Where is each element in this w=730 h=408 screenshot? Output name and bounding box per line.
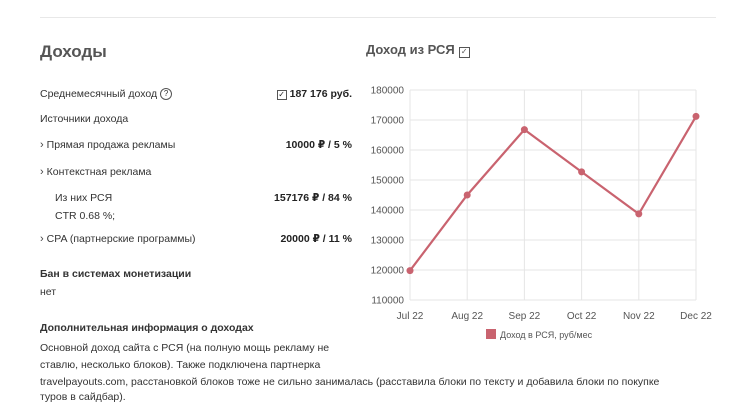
data-point <box>406 267 414 275</box>
cpa-value: 20000 ₽ / 11 % <box>280 233 352 245</box>
x-tick-label: Jul 22 <box>397 311 424 322</box>
y-tick-label: 170000 <box>371 116 405 127</box>
rsya-value: 157176 ₽ / 84 % <box>274 192 352 204</box>
x-tick-label: Aug 22 <box>451 311 483 322</box>
chart-title-text: Доход из РСЯ <box>366 42 455 57</box>
y-tick-label: 130000 <box>371 236 405 247</box>
chevron-right-icon[interactable]: › <box>40 233 44 245</box>
cpa-label: CPA (партнерские программы) <box>46 233 196 245</box>
y-tick-label: 150000 <box>371 176 405 187</box>
data-point <box>635 210 643 218</box>
context-ads-label: Контекстная реклама <box>46 166 152 178</box>
chevron-right-icon[interactable]: › <box>40 166 44 178</box>
y-tick-label: 140000 <box>371 206 405 217</box>
chart-title: Доход из РСЯ ✓ <box>366 42 470 58</box>
income-title: Доходы <box>40 42 107 61</box>
legend-swatch <box>486 329 496 339</box>
y-tick-label: 120000 <box>371 266 405 277</box>
sources-row: Источники дохода <box>40 113 352 125</box>
avg-income-amount: 187 176 руб. <box>289 88 352 100</box>
ban-heading: Бан в системах монетизации <box>40 268 192 280</box>
direct-sales-value: 10000 ₽ / 5 % <box>285 139 352 151</box>
context-ads-row[interactable]: › Контекстная реклама <box>40 166 352 178</box>
direct-sales-label: Прямая продажа рекламы <box>46 139 176 151</box>
avg-income-value: ✓ 187 176 руб. <box>276 88 352 100</box>
extra-info-line-2: ставлю, несколько блоков). Также подключ… <box>40 359 321 371</box>
cpa-row[interactable]: › CPA (партнерские программы) 20000 ₽ / 1… <box>40 233 352 245</box>
extra-info-line-4: туров в сайдбар). <box>40 391 126 403</box>
data-point <box>578 168 586 176</box>
top-divider <box>40 17 716 18</box>
rsya-label: Из них РСЯ <box>55 192 113 204</box>
y-tick-label: 110000 <box>371 296 404 307</box>
x-tick-label: Nov 22 <box>623 311 655 322</box>
data-point <box>692 112 700 120</box>
ctr-label: CTR 0.68 %; <box>55 210 116 222</box>
avg-income-label: Среднемесячный доход <box>40 88 158 100</box>
ban-value: нет <box>40 286 57 298</box>
help-icon[interactable]: ? <box>160 88 173 100</box>
direct-sales-row[interactable]: › Прямая продажа рекламы 10000 ₽ / 5 % <box>40 139 352 151</box>
rsya-row: Из них РСЯ 157176 ₽ / 84 % <box>55 192 352 204</box>
legend-label: Доход в РСЯ, руб/мес <box>500 330 593 340</box>
checkbox-icon: ✓ <box>458 47 470 58</box>
y-tick-label: 160000 <box>371 146 405 157</box>
extra-info-line-3: travelpayouts.com, расстановкой блоков т… <box>40 376 660 388</box>
x-tick-label: Oct 22 <box>567 311 597 322</box>
x-tick-label: Dec 22 <box>680 311 712 322</box>
avg-income-row: Среднемесячный доход? ✓ 187 176 руб. <box>40 88 352 100</box>
x-tick-label: Sep 22 <box>509 311 541 322</box>
extra-info-heading: Дополнительная информация о доходах <box>40 322 254 334</box>
extra-info-line-1: Основной доход сайта с РСЯ (на полную мо… <box>40 342 330 354</box>
data-point <box>463 191 471 199</box>
ctr-row: CTR 0.68 %; <box>55 210 352 222</box>
checkbox-icon: ✓ <box>276 90 287 100</box>
chevron-right-icon[interactable]: › <box>40 139 44 151</box>
data-point <box>520 126 528 134</box>
y-tick-label: 180000 <box>371 86 405 97</box>
series-line <box>409 115 697 272</box>
sources-label: Источники дохода <box>40 113 129 125</box>
